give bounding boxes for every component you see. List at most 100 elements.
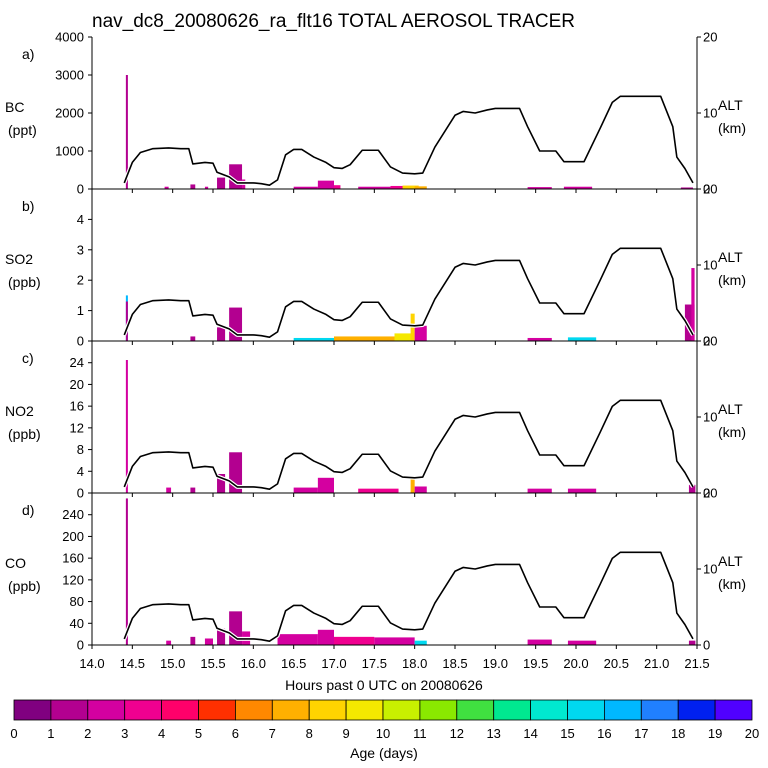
tracer-bar xyxy=(688,484,696,493)
tracer-bar xyxy=(125,301,128,341)
tracer-bar xyxy=(217,628,226,645)
colorbar-tick-label: 10 xyxy=(376,726,390,741)
colorbar-swatch xyxy=(640,699,679,721)
tracer-bar xyxy=(684,304,695,341)
tracer-bar xyxy=(190,636,196,645)
tracer-bar xyxy=(527,639,552,645)
colorbar-tick-label: 19 xyxy=(708,726,722,741)
colorbar-swatch xyxy=(530,699,568,721)
x-tick-label: 17.5 xyxy=(362,656,387,671)
colorbar-tick-label: 11 xyxy=(413,726,427,741)
alt-tick-label: 10 xyxy=(703,410,717,425)
y-tick-label: 12 xyxy=(70,420,84,435)
colorbar-tick-label: 18 xyxy=(671,726,685,741)
x-tick-label: 16.5 xyxy=(281,656,306,671)
units-label: (ppb) xyxy=(8,426,41,442)
tracer-bar xyxy=(293,337,334,341)
y-tick-label: 80 xyxy=(70,594,84,609)
y-tick-label: 0 xyxy=(77,638,84,653)
tracer-bar xyxy=(277,634,318,645)
altitude-line xyxy=(123,95,694,186)
tracer-bar xyxy=(217,327,226,341)
y-tick-label: 4000 xyxy=(55,30,84,45)
tracer-bar xyxy=(410,479,415,493)
species-label: NO2 xyxy=(5,403,34,419)
panel-no2: 0 4 8 12 16 20 24 0 10 20 ALT (km) c) NO2 (ppb) xyxy=(5,334,746,501)
y-tick-label: 1000 xyxy=(55,144,84,159)
colorbar-swatch xyxy=(124,699,162,721)
tracer-bar xyxy=(414,640,427,645)
tracer-bar xyxy=(567,337,597,341)
x-tick-label: 15.5 xyxy=(200,656,225,671)
tracer-bar xyxy=(166,640,172,645)
tracer-bar xyxy=(527,187,552,189)
panel-so2: 0 1 2 3 4 0 10 20 ALT (km) b) SO2 (ppb) xyxy=(5,182,746,349)
tracer-bar xyxy=(374,637,415,645)
units-label: (ppb) xyxy=(8,578,41,594)
x-tick-label: 20.0 xyxy=(563,656,588,671)
tracer-bar xyxy=(125,498,128,645)
tracer-bar xyxy=(190,487,196,493)
tracer-bar xyxy=(358,186,391,189)
alt-tick-label: 10 xyxy=(703,106,717,121)
species-label: CO xyxy=(5,555,26,571)
tracer-bar xyxy=(414,186,427,189)
tracer-bar xyxy=(317,629,334,645)
y-tick-label: 2000 xyxy=(55,106,84,121)
colorbar-tick-label: 1 xyxy=(47,726,54,741)
y-tick-label: 0 xyxy=(77,334,84,349)
tracer-bar xyxy=(358,488,399,493)
colorbar-tick-label: 15 xyxy=(560,726,574,741)
tracer-bar xyxy=(164,186,169,189)
x-tick-label: 16.0 xyxy=(241,656,266,671)
tracer-bar xyxy=(217,474,226,493)
colorbar-swatch xyxy=(50,699,89,721)
colorbar-tick-label: 9 xyxy=(342,726,349,741)
tracer-bar xyxy=(334,336,399,341)
panel-tag: b) xyxy=(22,198,34,214)
y-tick-label: 240 xyxy=(62,507,84,522)
alt-tick-label: 20 xyxy=(703,486,717,501)
colorbar-tick-label: 7 xyxy=(269,726,276,741)
x-tick-label: 18.5 xyxy=(442,656,467,671)
colorbar-swatch xyxy=(13,699,52,721)
colorbar-swatch xyxy=(198,699,236,721)
y-tick-label: 1 xyxy=(77,303,84,318)
colorbar-swatch xyxy=(161,699,199,721)
colorbar-tick-label: 16 xyxy=(597,726,611,741)
tracer-bar xyxy=(190,336,196,341)
alt-axis-label: ALT xyxy=(718,97,743,113)
tracer-bar xyxy=(317,477,334,493)
colorbar-swatch xyxy=(271,699,310,721)
y-tick-label: 120 xyxy=(62,572,84,587)
tracer-bar xyxy=(293,186,318,189)
alt-tick-label: 20 xyxy=(703,30,717,45)
y-tick-label: 3 xyxy=(77,242,84,257)
colorbar-swatch xyxy=(714,699,753,721)
x-tick-label: 19.0 xyxy=(483,656,508,671)
altitude-halo xyxy=(122,398,695,492)
species-label: BC xyxy=(5,99,24,115)
y-tick-label: 20 xyxy=(70,377,84,392)
colorbar-swatch xyxy=(493,699,532,721)
colorbar-swatch xyxy=(308,699,347,721)
tracer-bar xyxy=(334,185,341,189)
tracer-bar xyxy=(190,184,196,189)
tracer-bar xyxy=(567,488,597,493)
panel-tag: d) xyxy=(22,502,34,518)
alt-axis-units: (km) xyxy=(718,424,746,440)
altitude-halo xyxy=(122,550,695,644)
colorbar-tick-label: 3 xyxy=(121,726,128,741)
tracer-bar xyxy=(414,325,427,341)
colorbar-tick-label: 5 xyxy=(195,726,202,741)
x-tick-label: 19.5 xyxy=(523,656,548,671)
altitude-halo xyxy=(122,246,695,340)
tracer-bar xyxy=(334,636,375,645)
x-axis-label: Hours past 0 UTC on 20080626 xyxy=(285,677,483,693)
alt-axis-label: ALT xyxy=(718,401,743,417)
tracer-bar xyxy=(563,186,593,189)
colorbar-swatch xyxy=(419,699,458,721)
y-tick-label: 200 xyxy=(62,529,84,544)
y-tick-label: 160 xyxy=(62,551,84,566)
panels-group: 0100020003000400001020ALT(km)a)BC(ppt)01… xyxy=(5,30,746,653)
